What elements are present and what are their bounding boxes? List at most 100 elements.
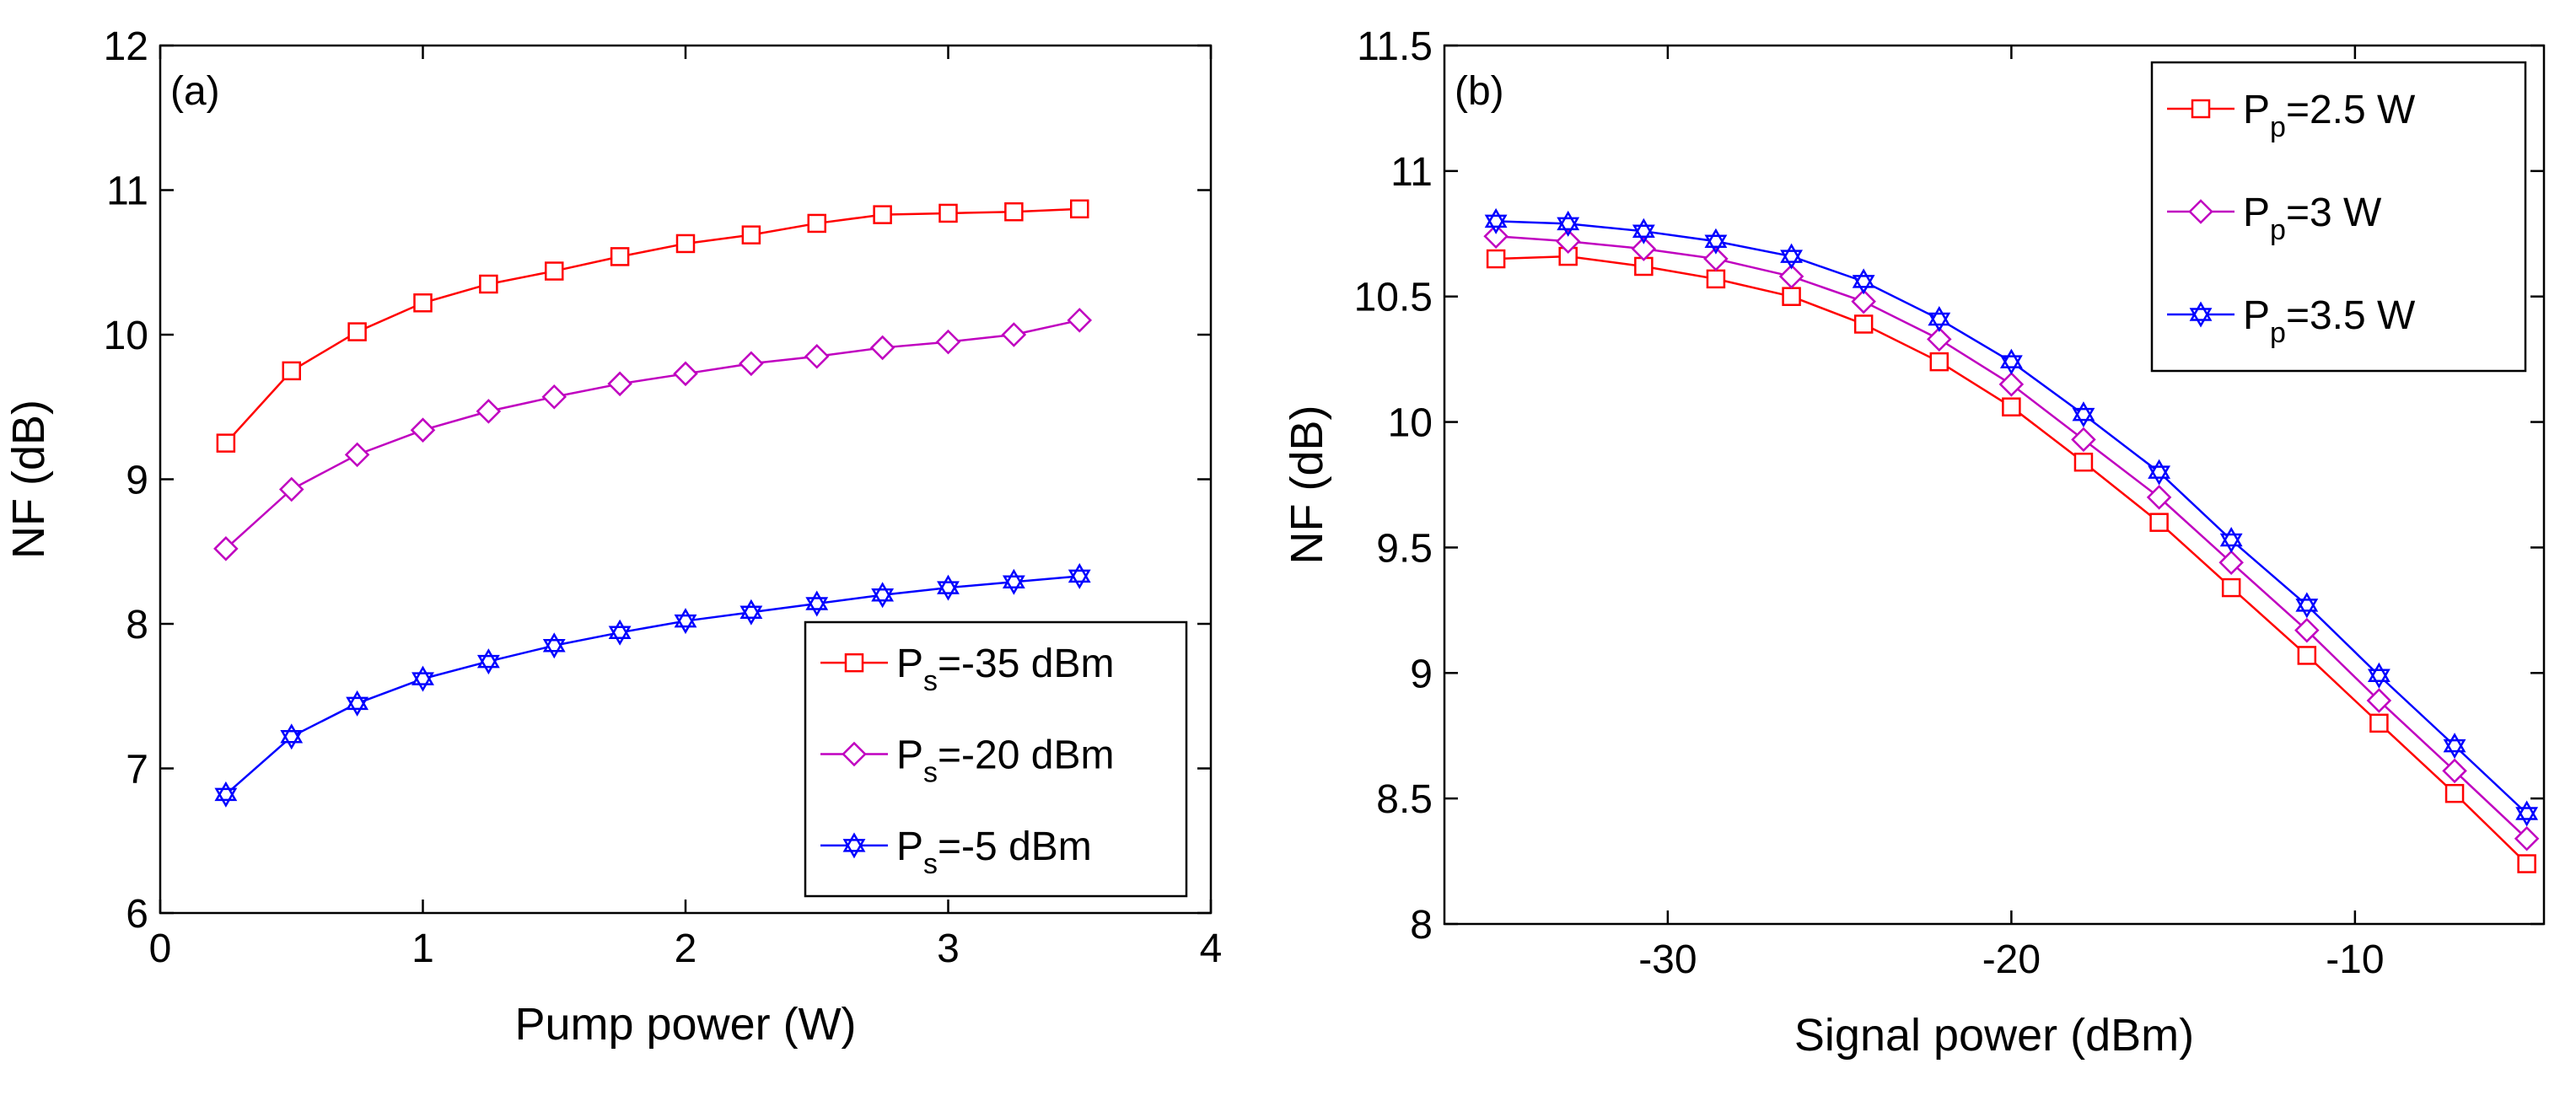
marker-triangle-down	[1852, 275, 1875, 295]
marker-triangle-down	[1999, 355, 2023, 375]
data-point-diamond	[213, 536, 239, 561]
legend-label-main: P	[896, 733, 923, 778]
data-point-hexagram	[1704, 228, 1728, 255]
marker-triangle-down	[739, 605, 763, 626]
y-tick-label: 11	[106, 169, 148, 214]
data-point-hexagram	[542, 632, 566, 659]
y-tick-label: 9.5	[1376, 526, 1433, 571]
series-line	[224, 207, 1080, 444]
data-point-hexagram	[1068, 562, 1091, 589]
data-point-diamond	[935, 329, 961, 355]
series-square	[216, 199, 1089, 453]
data-point-square	[1486, 249, 1506, 269]
marker-triangle-down	[214, 787, 238, 808]
y-tick-label: 8.5	[1376, 777, 1433, 822]
marker-triangle-down	[674, 614, 697, 635]
x-tick-label: -20	[1982, 937, 2041, 982]
legend-marker-hexagram	[842, 832, 866, 859]
marker-triangle-down	[1632, 224, 1655, 244]
marker-triangle-down	[1068, 569, 1091, 589]
marker-triangle-down	[280, 730, 304, 750]
legend-label-rest: =-35 dBm	[938, 642, 1114, 686]
data-point-square	[2369, 713, 2389, 733]
marker-triangle-down	[346, 696, 369, 717]
legend-label-rest: =3 W	[2286, 191, 2382, 235]
series-diamond	[1483, 223, 2540, 851]
data-point-diamond	[2514, 826, 2540, 851]
data-point-square	[2073, 452, 2094, 472]
marker-triangle-down	[2295, 599, 2319, 619]
data-point-square	[2297, 646, 2317, 665]
marker-triangle-down	[1557, 217, 1580, 237]
data-point-hexagram	[1928, 306, 1951, 333]
data-point-square	[807, 213, 826, 234]
data-point-diamond	[344, 442, 370, 468]
data-point-square	[610, 247, 630, 266]
legend-label-rest: =-5 dBm	[938, 824, 1092, 869]
data-point-diamond	[1001, 322, 1027, 347]
data-point-hexagram	[476, 648, 500, 675]
marker-triangle-down	[542, 638, 566, 659]
marker-triangle-down	[2072, 407, 2095, 428]
legend-label-main: P	[896, 824, 923, 869]
data-point-square	[282, 361, 301, 381]
data-point-hexagram	[805, 590, 829, 617]
data-point-square	[1070, 199, 1089, 219]
data-point-diamond	[2071, 427, 2096, 453]
data-point-hexagram	[2148, 459, 2171, 486]
legend-label: Pp=3.5 W	[2243, 293, 2416, 349]
data-point-hexagram	[871, 582, 895, 609]
data-point-hexagram	[2515, 800, 2539, 827]
marker-triangle-down	[871, 588, 895, 609]
marker-triangle-down	[411, 672, 434, 692]
legend-label: Pp=3 W	[2243, 191, 2382, 246]
series-diamond	[213, 308, 1093, 561]
data-point-square	[741, 225, 761, 244]
data-point-diamond	[1631, 236, 1657, 261]
y-axis-label: NF (dB)	[3, 400, 54, 559]
x-tick-label: 3	[937, 926, 960, 971]
marker-triangle-down	[1780, 250, 1803, 270]
marker-triangle-down	[1928, 312, 1951, 333]
x-axis-label: Signal power (dBm)	[1794, 1010, 2194, 1061]
data-point-hexagram	[2295, 592, 2319, 619]
x-tick-label: 0	[149, 926, 172, 971]
data-point-square	[873, 205, 892, 224]
marker-triangle-down	[2515, 807, 2539, 827]
data-point-hexagram	[280, 723, 304, 750]
legend-label-main: P	[2243, 293, 2270, 338]
legend-box	[804, 620, 1188, 898]
y-tick-label: 9	[126, 459, 148, 503]
legend-marker-square	[844, 653, 864, 673]
data-point-hexagram	[1002, 568, 1025, 595]
marker-triangle-down	[1704, 234, 1728, 255]
series-hexagram	[1484, 207, 2539, 827]
data-point-diamond	[1555, 228, 1581, 254]
data-point-hexagram	[739, 599, 763, 626]
legend-label-subscript: p	[2270, 214, 2286, 246]
marker-triangle-down	[2189, 308, 2213, 328]
legend-item: Ps=-20 dBm	[820, 733, 1114, 789]
y-tick-label: 8	[126, 603, 148, 647]
data-point-diamond	[476, 399, 502, 424]
data-point-diamond	[2366, 688, 2392, 713]
x-tick-label: 2	[675, 926, 697, 971]
data-point-hexagram	[608, 619, 632, 646]
y-tick-label: 10	[1388, 401, 1433, 446]
data-point-diamond	[1851, 288, 1876, 314]
legend-item: Pp=2.5 W	[2167, 88, 2416, 143]
data-point-hexagram	[411, 665, 434, 692]
legend-item: Ps=-5 dBm	[820, 824, 1092, 880]
legend: Pp=2.5 W Pp=3 W Pp=3.5 W	[2150, 61, 2527, 373]
series-line	[225, 575, 1080, 796]
data-point-diamond	[2218, 550, 2244, 576]
data-point-diamond	[410, 417, 436, 443]
marker-triangle-down	[842, 839, 866, 859]
legend-label: Ps=-20 dBm	[896, 733, 1114, 789]
legend-label-subscript: s	[923, 848, 938, 880]
data-point-diamond	[1998, 372, 2025, 397]
legend: Ps =-35 dBm Ps=-20 dBm Ps=-5 dBm	[804, 620, 1188, 898]
y-axis-label: NF (dB)	[1282, 405, 1332, 565]
x-axis-label: Pump power (W)	[514, 999, 856, 1050]
